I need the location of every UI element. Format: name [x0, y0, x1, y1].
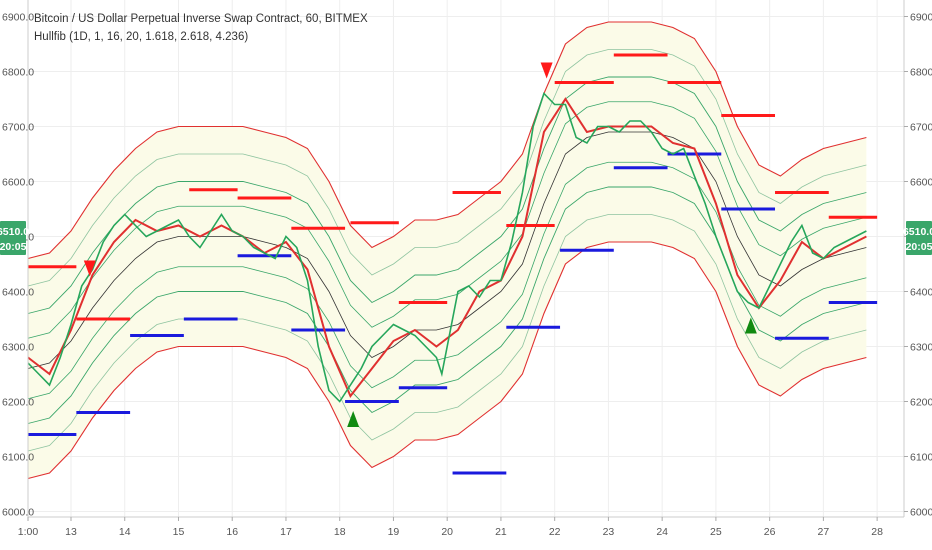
x-tick-label: 18 — [334, 526, 346, 538]
y-tick-label-left: 6100.0 — [2, 452, 34, 464]
price-series — [27, 91, 867, 403]
x-tick-label: 20 — [441, 526, 453, 538]
y-tick-label-left: 6400.0 — [2, 287, 34, 299]
band-fill-area — [28, 22, 867, 479]
band-line-inner2-upper — [27, 76, 867, 314]
price-badge-countdown-right: 20:05 — [906, 241, 932, 253]
x-tick-label: 14 — [119, 526, 131, 538]
band-line-inner3-lower — [27, 214, 867, 452]
y-tick-label-left: 6700.0 — [2, 122, 34, 134]
price-badges: 6510.0 20:05 6510.0 20:05 — [0, 221, 932, 255]
y-tick-label-right: 6300.0 — [910, 342, 932, 354]
band-fill — [28, 22, 867, 479]
x-tick-label: 15 — [173, 526, 185, 538]
band-line-outer-upper — [27, 21, 867, 260]
y-axis-right: 6900.06800.06700.06600.06500.06400.06300… — [904, 12, 932, 519]
signal-markers — [83, 62, 757, 427]
price-badge-right — [906, 221, 932, 255]
price-badge-value-left: 6510.0 — [0, 226, 29, 238]
y-tick-label-right: 6400.0 — [910, 287, 932, 299]
axes — [27, 0, 905, 518]
buy-signal-marker — [744, 317, 757, 334]
band-line-inner1-upper — [27, 101, 867, 339]
x-tick-label: 1:00 — [18, 526, 39, 538]
x-tick-label: 27 — [818, 526, 830, 538]
y-tick-label-left: 6200.0 — [2, 397, 34, 409]
x-tick-label: 23 — [603, 526, 615, 538]
y-tick-label-right: 6000.0 — [910, 507, 932, 519]
x-tick-label: 28 — [871, 526, 883, 538]
x-tick-label: 22 — [549, 526, 561, 538]
x-tick-label: 19 — [388, 526, 400, 538]
price-badge-value-right: 6510.0 — [903, 226, 932, 238]
x-tick-label: 16 — [226, 526, 238, 538]
y-tick-label-right: 6900.0 — [910, 12, 932, 24]
y-tick-label-right: 6600.0 — [910, 177, 932, 189]
x-tick-label: 26 — [764, 526, 776, 538]
x-axis: 1:00 13 14 15 16 17 18 19 20 21 22 23 24 25 26 27 28 — [18, 517, 883, 538]
buy-signal-marker — [347, 411, 360, 427]
indicator-label: Hullfib (1D, 1, 16, 20, 1.618, 2.618, 4.… — [34, 31, 248, 43]
sell-signal-marker — [83, 260, 96, 277]
band-line-outer-lower — [27, 241, 867, 480]
y-tick-label-left: 6900.0 — [2, 12, 34, 24]
price-badge-countdown-left: 20:05 — [0, 241, 27, 253]
x-tick-label: 25 — [710, 526, 722, 538]
y-tick-label-right: 6200.0 — [910, 397, 932, 409]
chart-title: Bitcoin / US Dollar Perpetual Inverse Sw… — [34, 13, 368, 25]
x-tick-label: 24 — [656, 526, 668, 538]
y-tick-label-left: 6800.0 — [2, 67, 34, 79]
band-line-inner3-upper — [27, 49, 867, 287]
y-tick-label-right: 6700.0 — [910, 122, 932, 134]
y-tick-label-left: 6300.0 — [2, 342, 34, 354]
price-badge-left — [0, 221, 26, 255]
x-tick-label: 21 — [495, 526, 507, 538]
price-line — [27, 91, 867, 403]
hull-line — [27, 97, 867, 398]
y-tick-label-left: 6600.0 — [2, 177, 34, 189]
x-tick-label: 17 — [280, 526, 292, 538]
fibonacci-bands — [27, 21, 867, 480]
support-resistance-levels — [28, 53, 878, 475]
y-tick-label-right: 6100.0 — [910, 452, 932, 464]
x-tick-label: 13 — [65, 526, 77, 538]
y-tick-label-left: 6000.0 — [2, 507, 34, 519]
y-tick-label-right: 6800.0 — [910, 67, 932, 79]
sell-signal-marker — [540, 62, 553, 79]
